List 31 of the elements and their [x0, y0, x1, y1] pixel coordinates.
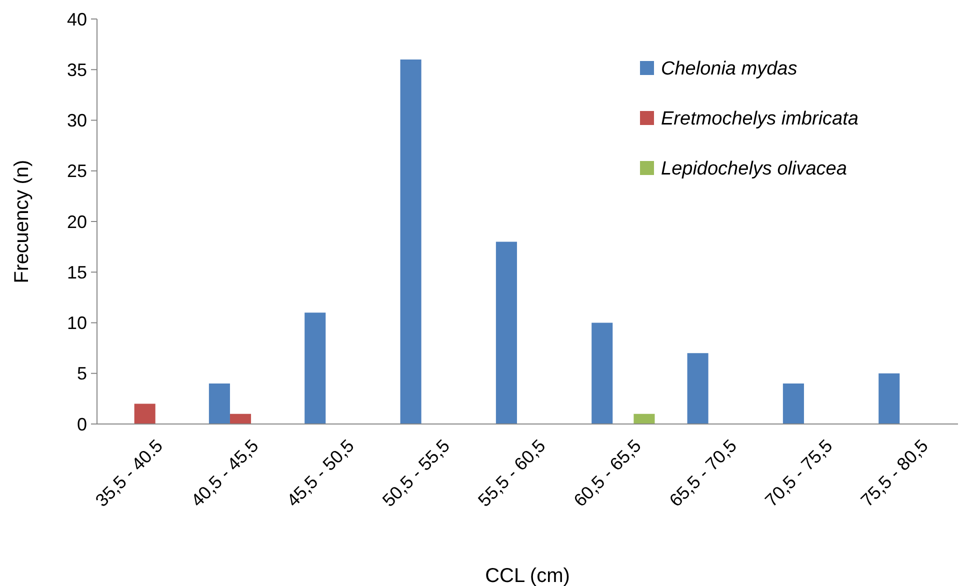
bar [496, 242, 517, 424]
y-axis-title: Frecuency (n) [11, 160, 33, 284]
y-tick-label: 5 [76, 364, 87, 384]
x-tick-label: 70,5 - 75,5 [761, 436, 836, 511]
bar [687, 353, 708, 424]
y-tick-label: 25 [66, 161, 87, 182]
x-axis-title: CCL (cm) [485, 565, 570, 586]
x-tick-label: 60,5 - 65,5 [570, 436, 645, 511]
x-tick-label: 55,5 - 60,5 [474, 436, 550, 511]
x-tick-label: 65,5 - 70,5 [666, 436, 741, 511]
y-tick-label: 40 [66, 9, 87, 30]
x-tick-label: 40,5 - 45,5 [187, 436, 262, 511]
bar [134, 404, 156, 424]
bar [400, 60, 422, 424]
legend-label: Chelonia mydas [661, 58, 798, 80]
legend-label: Eretmochelys imbricata [661, 108, 858, 130]
y-tick-label: 30 [66, 110, 87, 131]
x-tick-label: 35,5 - 40.5 [92, 436, 167, 511]
bar [634, 414, 655, 424]
y-tick-label: 20 [66, 212, 87, 232]
y-tick-label: 0 [76, 414, 87, 434]
legend-label: Lepidochelys olivacea [661, 158, 847, 180]
y-tick-label: 10 [66, 313, 87, 334]
bar [782, 384, 804, 424]
y-tick-label: 15 [66, 262, 87, 282]
bar [304, 312, 326, 424]
bar [208, 384, 230, 424]
bar [230, 414, 252, 424]
bar [592, 322, 613, 424]
bar [878, 373, 900, 424]
y-tick-label: 35 [66, 60, 87, 80]
